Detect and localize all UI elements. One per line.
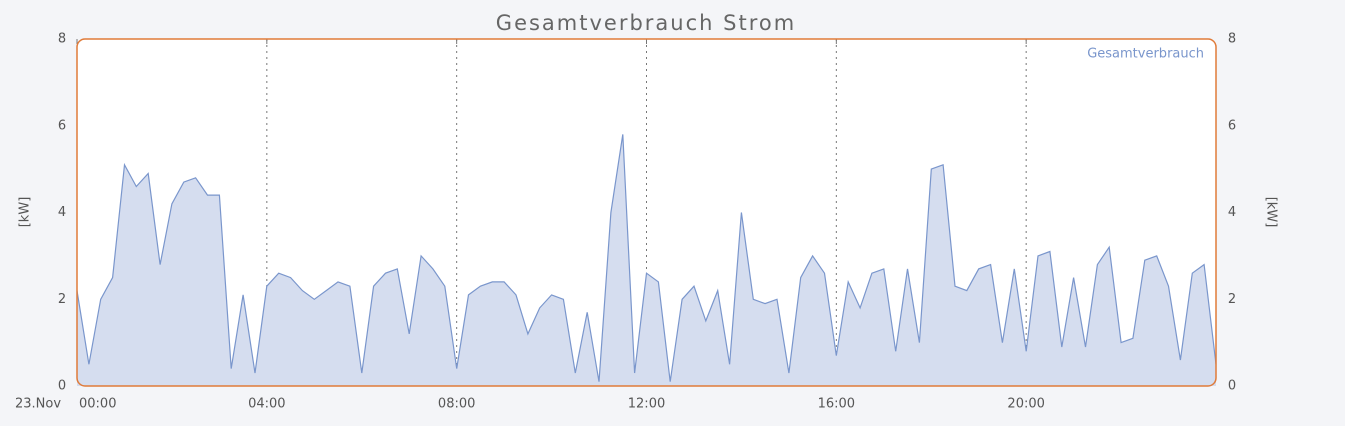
x-tick-label: 00:00	[79, 397, 116, 412]
x-tick-label: 12:00	[628, 397, 665, 412]
y2-tick-label: 4	[1228, 205, 1236, 220]
x-tick-label: 04:00	[248, 397, 285, 412]
legend-label: Gesamtverbrauch	[1087, 47, 1204, 62]
y-tick-label: 6	[58, 118, 66, 133]
y2-tick-label: 6	[1228, 118, 1236, 133]
y-tick-label: 0	[58, 379, 66, 394]
y-tick-label: 4	[58, 205, 66, 220]
y2-tick-label: 2	[1228, 292, 1236, 307]
area-fill	[77, 134, 1216, 386]
y2-tick-label: 8	[1228, 32, 1236, 47]
y-tick-label: 8	[58, 32, 66, 47]
y-tick-label: 2	[58, 292, 66, 307]
x-tick-label: 08:00	[438, 397, 475, 412]
y-axis-label: [kW]	[18, 197, 33, 228]
area-line	[76, 134, 1217, 382]
plot-border	[76, 38, 1217, 387]
y2-tick-label: 0	[1228, 379, 1236, 394]
y2-axis-label: [kW]	[1264, 197, 1279, 228]
chart-title: Gesamtverbrauch Strom	[496, 11, 796, 35]
date-label: 23.Nov	[15, 397, 61, 412]
x-tick-label: 16:00	[818, 397, 855, 412]
x-tick-label: 20:00	[1007, 397, 1044, 412]
